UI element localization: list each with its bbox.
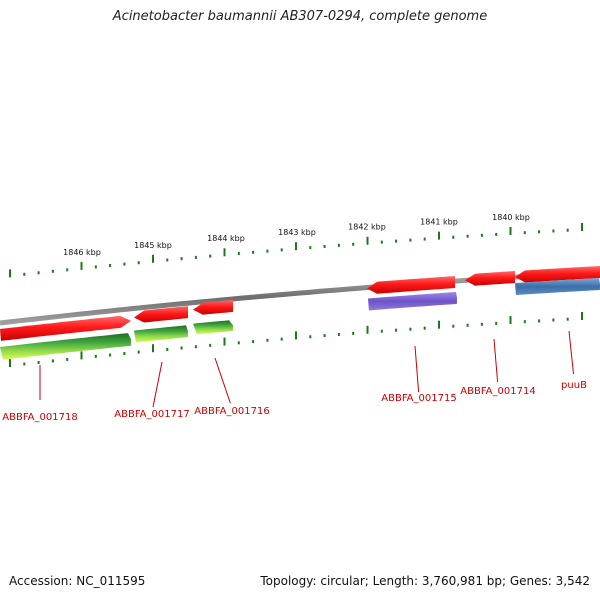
- feature-bar: [0, 333, 131, 360]
- gene-leader-line: [414, 345, 420, 393]
- gene-leader-line: [214, 357, 231, 404]
- gene-label: ABBFA_001715: [381, 393, 456, 404]
- scale-label: 1841 kbp: [420, 218, 458, 227]
- scale-label: 1845 kbp: [134, 241, 172, 250]
- gene-arrow: [367, 276, 455, 294]
- genome-summary-text: Topology: circular; Length: 3,760,981 bp…: [260, 574, 590, 588]
- gene-leader-line: [493, 338, 499, 383]
- feature-bar: [193, 320, 233, 335]
- scale-label: 1843 kbp: [278, 228, 316, 237]
- feature-bar: [515, 278, 600, 295]
- gene-leader-line: [568, 330, 574, 375]
- gene-label: ABBFA_001716: [194, 406, 269, 417]
- gene-label: ABBFA_001718: [2, 412, 77, 423]
- feature-bar: [368, 292, 457, 311]
- gene-arrow: [0, 315, 131, 341]
- feature-bar: [134, 325, 188, 343]
- gene-arrow: [515, 266, 600, 283]
- gene-label: ABBFA_001714: [460, 386, 535, 397]
- gene-arrow: [193, 299, 233, 315]
- scale-label: 1846 kbp: [63, 248, 101, 257]
- gene-leader-line: [152, 361, 163, 408]
- gene-arrow: [465, 271, 515, 286]
- scale-label: 1842 kbp: [348, 223, 386, 232]
- scale-label: 1840 kbp: [492, 213, 530, 222]
- scale-label: 1844 kbp: [207, 234, 245, 243]
- accession-text: Accession: NC_011595: [9, 574, 146, 588]
- gene-label: puuB: [561, 380, 587, 391]
- gene-label: ABBFA_001717: [114, 409, 189, 420]
- gene-arrow: [134, 306, 188, 323]
- map-title: Acinetobacter baumannii AB307-0294, comp…: [112, 9, 488, 24]
